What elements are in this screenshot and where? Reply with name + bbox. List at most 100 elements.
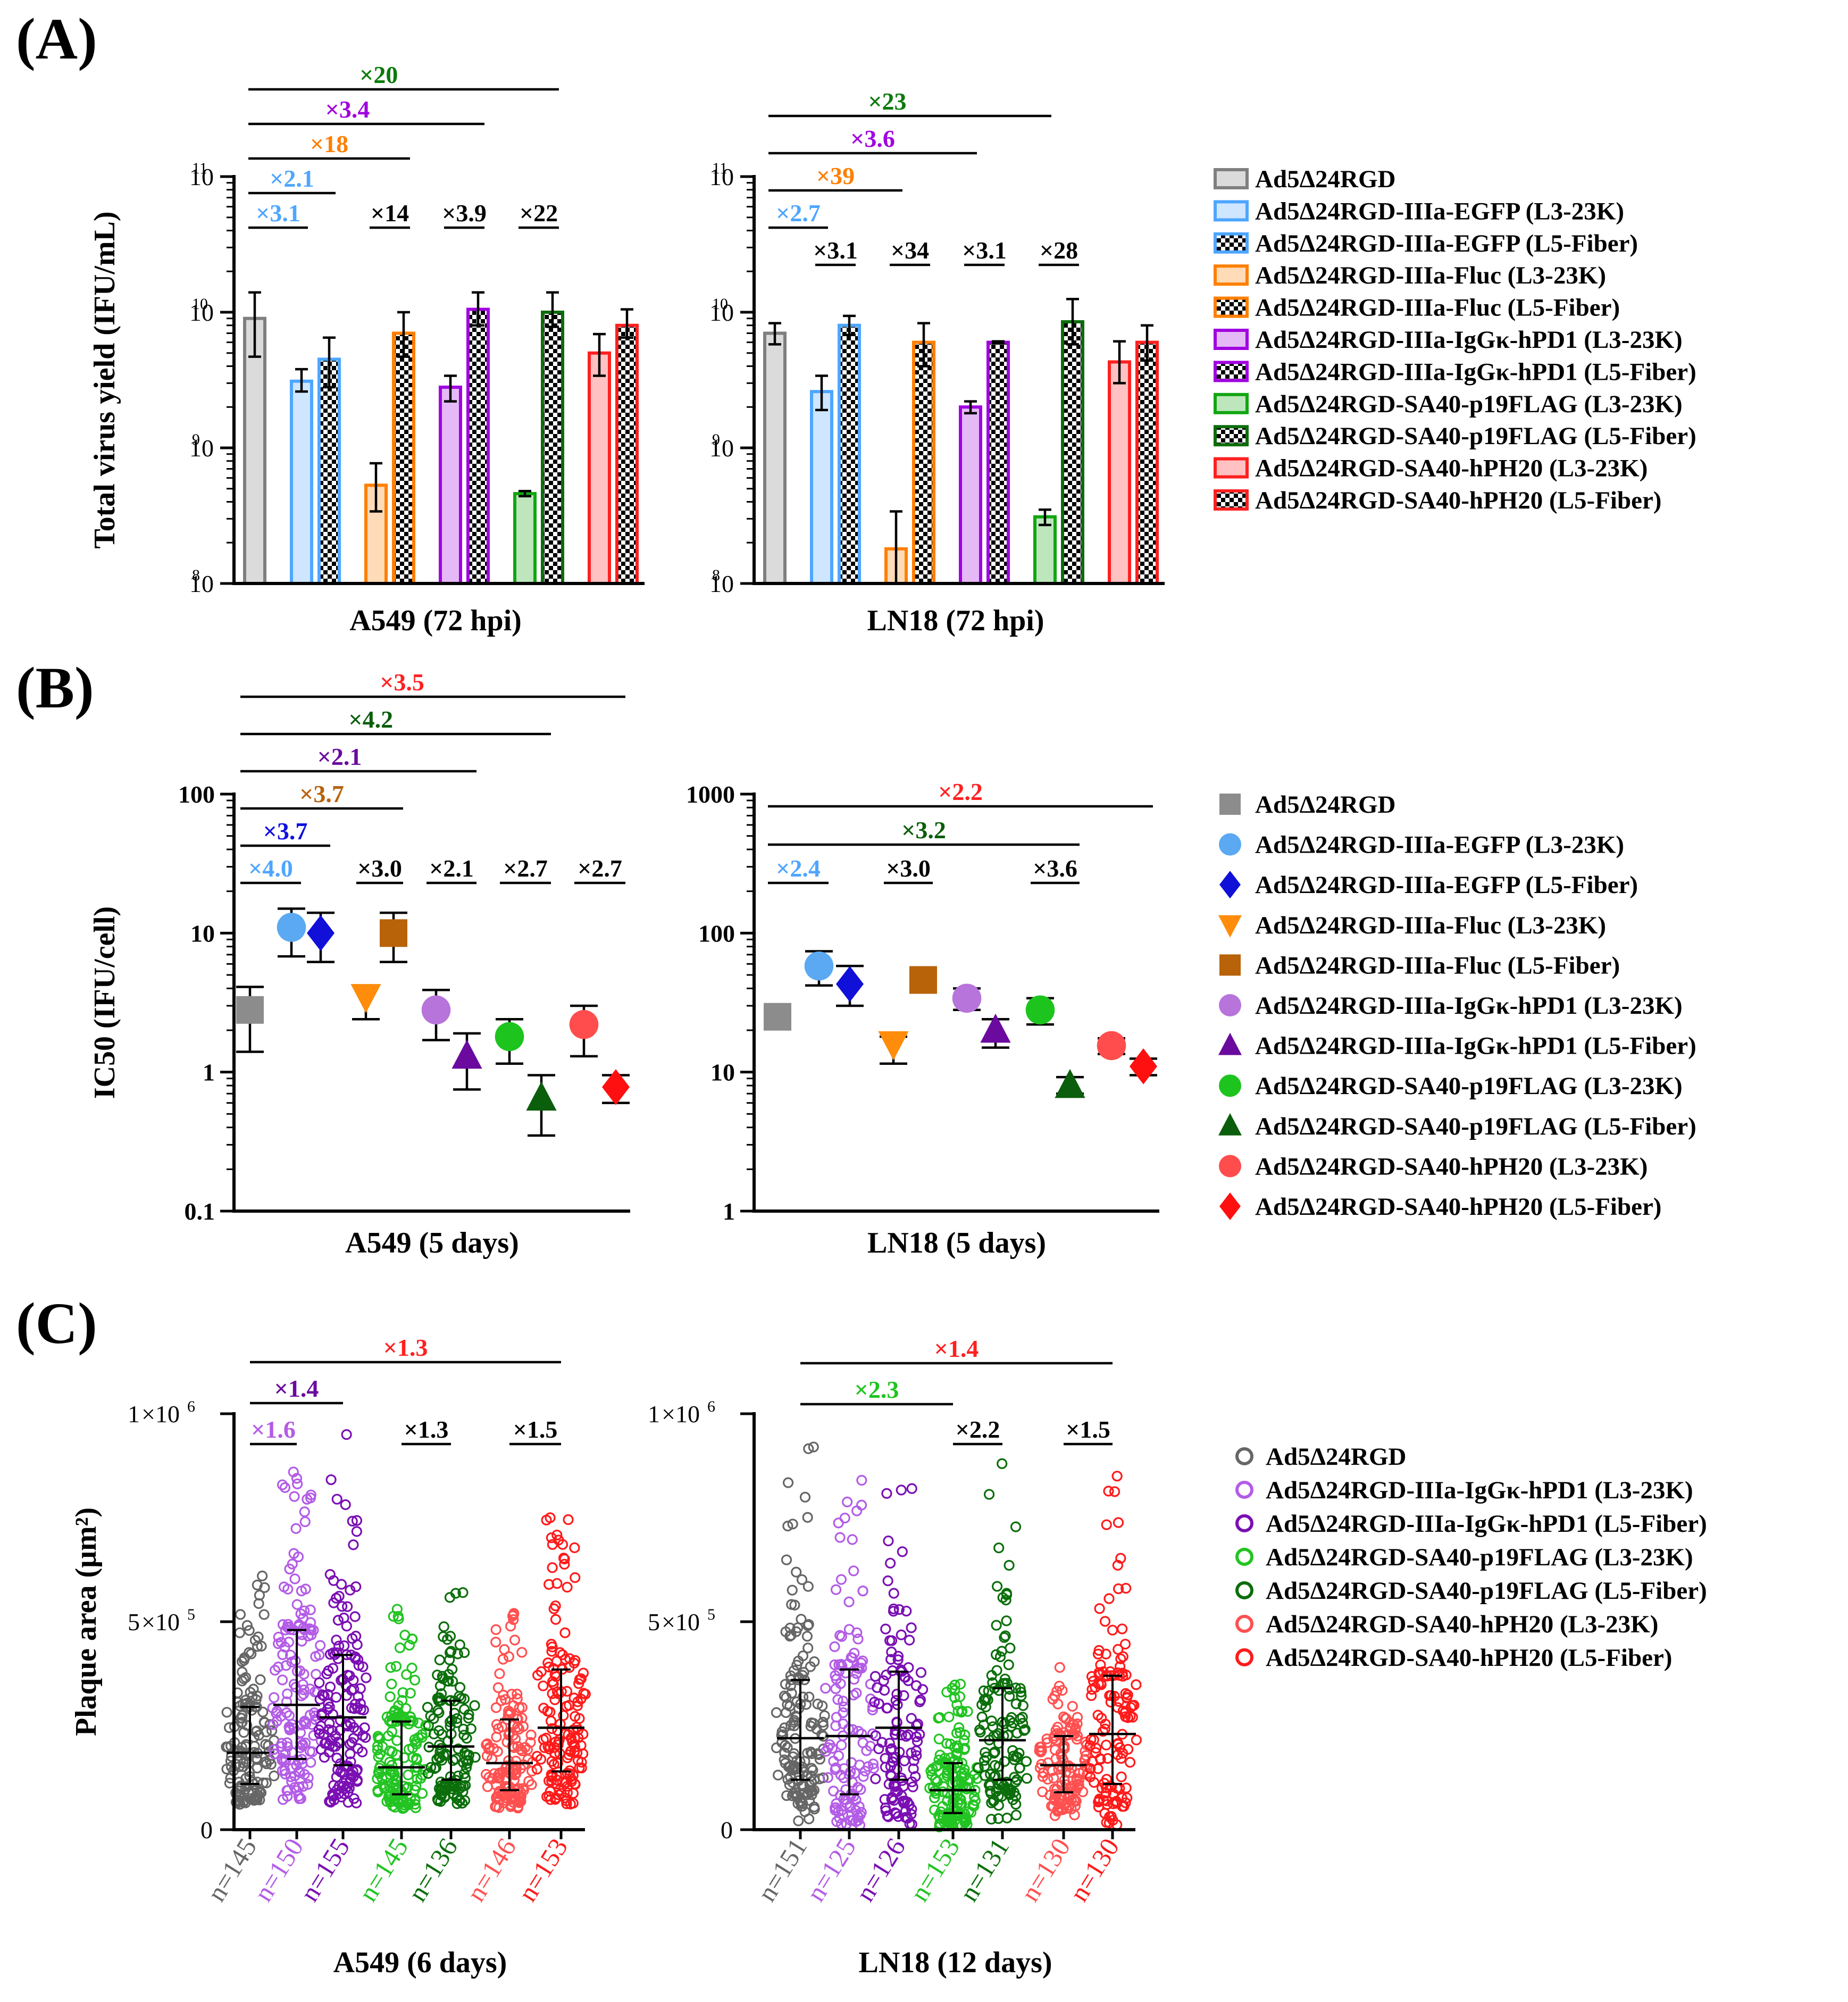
plaque-point [336, 1579, 347, 1590]
plaque-point [512, 1689, 523, 1700]
plaque-point [1007, 1717, 1019, 1729]
fold-change-label: ×23 [868, 88, 906, 115]
plaque-point [1092, 1763, 1103, 1774]
plaque-point [924, 1782, 935, 1794]
plaque-point [906, 1483, 917, 1494]
plaque-point [1003, 1659, 1014, 1671]
y-tick-label: 10 [709, 299, 734, 326]
plaque-point [926, 1770, 938, 1781]
plaque-point [855, 1784, 866, 1795]
legend-marker [1218, 915, 1242, 938]
plaque-point [458, 1768, 470, 1779]
plaque-point [569, 1542, 580, 1554]
plaque-point [517, 1721, 529, 1732]
plaque-point [892, 1786, 903, 1797]
plaque-point [789, 1599, 800, 1611]
plaque-point [782, 1520, 793, 1532]
fold-change-label: ×2.2 [938, 778, 983, 805]
plaque-point [1049, 1690, 1060, 1701]
plaque-point [1073, 1775, 1084, 1787]
y-tick-exponent: 8 [192, 566, 200, 584]
plaque-point [314, 1677, 325, 1688]
y-tick-exponent: 11 [712, 160, 728, 177]
plaque-point [335, 1715, 346, 1726]
data-point [952, 983, 982, 1013]
plaque-point [1113, 1517, 1124, 1528]
plaque-point [975, 1726, 986, 1738]
bar [1061, 320, 1084, 585]
plaque-point [793, 1815, 804, 1826]
plaque-point [255, 1674, 266, 1686]
plaque-point [288, 1723, 300, 1734]
plaque-point [328, 1597, 339, 1608]
bar [392, 331, 415, 585]
plaque-point [1100, 1719, 1111, 1730]
plaque-point [291, 1599, 303, 1610]
plaque-point [434, 1753, 446, 1764]
fold-change-label: ×1.5 [1066, 1416, 1110, 1443]
plaque-point [241, 1620, 253, 1631]
plaque-point [1069, 1729, 1080, 1740]
plaque-point [409, 1784, 421, 1796]
legend-marker [1235, 1581, 1253, 1599]
plaque-point [406, 1663, 417, 1674]
y-tick-label: 0 [721, 1816, 733, 1843]
fold-change-label: ×4.0 [248, 855, 293, 882]
plaque-point [575, 1673, 587, 1684]
bar [912, 340, 935, 585]
y-tick-label: 10 [189, 435, 214, 462]
plaque-point [548, 1758, 559, 1770]
plaque-point [450, 1754, 462, 1765]
plaque-point [842, 1496, 853, 1507]
plaque-point [550, 1600, 561, 1612]
legend-label: Ad5Δ24RGD-IIIa-Fluc (L5-Fiber) [1255, 952, 1620, 979]
plaque-point [781, 1692, 792, 1703]
legend-label: Ad5Δ24RGD-SA40-p19FLAG (L5-Fiber) [1255, 1113, 1696, 1140]
plaque-point [1117, 1651, 1128, 1662]
plaque-point [1007, 1794, 1018, 1805]
plaque-point [386, 1726, 398, 1737]
plaque-point [980, 1701, 991, 1713]
plaque-point [856, 1475, 867, 1486]
data-point [277, 913, 306, 942]
plaque-point [910, 1680, 922, 1691]
plaque-point [955, 1794, 966, 1805]
plaque-point [857, 1737, 868, 1748]
plaque-point [570, 1572, 581, 1583]
plaque-point [546, 1772, 557, 1783]
plaque-point [983, 1489, 995, 1500]
plaque-point [252, 1763, 263, 1774]
legend-marker [1219, 1155, 1241, 1178]
plaque-point [897, 1546, 908, 1557]
plaque-point [991, 1581, 1003, 1592]
plaque-point [576, 1757, 587, 1768]
plaque-point [505, 1621, 516, 1632]
plaque-point [453, 1744, 464, 1755]
plaque-point [547, 1539, 558, 1550]
plaque-point [314, 1728, 325, 1739]
y-tick-mantissa: 1 [128, 1400, 140, 1428]
legend-swatch [1214, 200, 1249, 222]
plaque-point [1092, 1648, 1104, 1659]
plaque-point [416, 1732, 428, 1743]
legend-panel-b: Ad5Δ24RGD Ad5Δ24RGD-IIIa-EGFP (L3-23K) Ad5… [1218, 791, 1696, 1221]
plaque-point [1111, 1471, 1123, 1482]
plaque-point [831, 1798, 842, 1809]
fold-change-label: ×39 [816, 162, 855, 189]
fold-change-label: ×1.3 [383, 1334, 428, 1361]
fold-change-label: ×2.1 [429, 855, 474, 882]
plaque-point [890, 1695, 901, 1706]
plaque-point [886, 1635, 898, 1646]
x-axis-label: A549 (6 days) [333, 1946, 507, 1979]
legend-marker [1218, 1032, 1242, 1055]
plaque-point [801, 1771, 812, 1782]
plaque-point [945, 1738, 956, 1750]
plaque-point [345, 1584, 356, 1596]
y-tick-label: 10 [189, 570, 214, 597]
plaque-point [443, 1675, 454, 1687]
plaque-point [857, 1586, 868, 1597]
plaque-point [434, 1739, 445, 1750]
plaque-point [333, 1590, 345, 1602]
plaque-point [333, 1640, 345, 1651]
plaque-point [1100, 1648, 1111, 1659]
